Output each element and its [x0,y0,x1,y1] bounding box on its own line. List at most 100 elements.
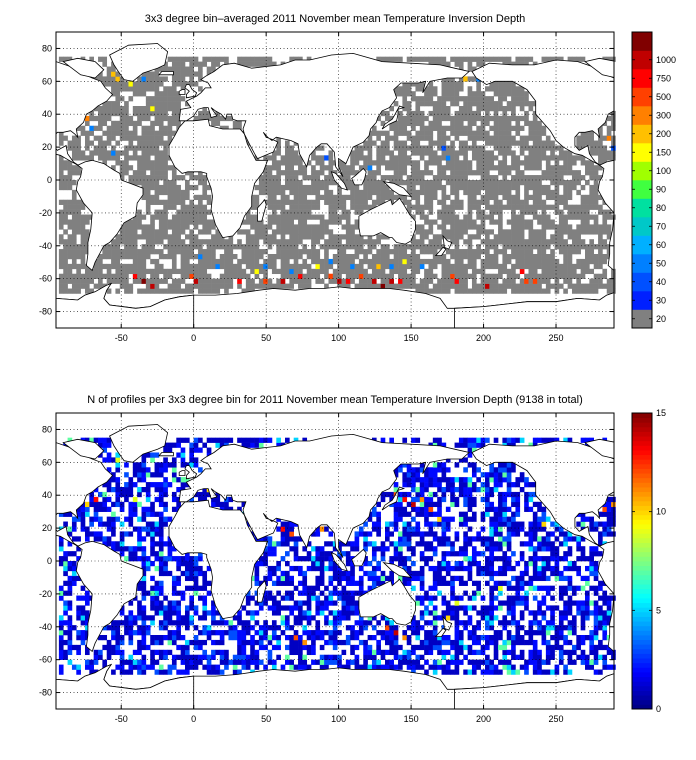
data-bin [193,447,199,453]
data-bin [137,155,142,161]
data-bin [154,194,160,201]
data-bin [219,659,225,665]
data-bin [206,625,212,631]
data-bin [502,91,508,97]
data-bin [432,239,438,245]
data-bin [528,184,534,191]
data-bin [280,219,286,225]
data-bin [450,175,455,181]
data-bin [224,649,229,656]
data-bin [80,229,86,235]
data-bin [76,635,81,641]
data-bin [154,610,160,616]
data-bin [280,268,286,275]
data-bin [571,180,577,186]
data-bin [458,115,464,122]
data-bin [176,229,181,235]
data-bin [428,135,434,141]
data-bin [124,86,129,92]
data-bin [302,600,308,606]
data-bin [71,565,77,572]
data-bin [154,249,160,255]
data-bin [345,239,351,245]
data-bin [276,244,281,250]
data-bin [63,605,68,611]
data-bin [424,125,429,131]
data-bin [385,575,390,582]
data-bin [524,288,529,294]
data-bin [585,258,590,265]
data-bin [476,86,481,92]
data-bin [585,199,590,205]
data-bin [419,175,425,181]
data-bin [319,630,325,636]
data-bin [337,258,342,265]
data-bin [176,244,181,250]
data-bin [219,635,225,641]
data-bin [589,283,595,289]
data-bin [258,249,264,255]
data-bin [80,224,86,230]
data-bin [389,189,394,196]
coastline [597,159,614,271]
data-bin [267,189,273,196]
data-bin [306,605,312,611]
data-bin [550,224,555,230]
data-bin [376,580,381,586]
data-bin [550,268,555,275]
data-bin [154,452,160,458]
data-bin [371,659,377,665]
data-bin [532,160,538,166]
data-bin [380,615,386,621]
data-bin [489,81,495,87]
data-bin [180,590,186,596]
data-bin [267,278,273,284]
data-bin [419,96,425,102]
data-bin [371,585,377,591]
data-bin [311,229,316,235]
data-bin [276,214,281,220]
data-bin [541,189,547,196]
data-bin [402,165,408,171]
data-bin [89,110,94,117]
data-bin [271,283,277,289]
data-bin [280,244,286,250]
data-bin [158,570,164,577]
data-bin [119,610,125,616]
data-bin [163,66,168,72]
data-bin [463,263,468,270]
data-bin [428,258,434,265]
data-bin [511,249,516,255]
data-bin [511,160,516,166]
data-bin [193,664,199,670]
data-bin [354,268,360,275]
data-bin [550,150,555,156]
data-bin [485,283,490,289]
data-bin [211,234,216,240]
data-bin [124,145,129,151]
data-bin [589,145,595,151]
data-bin [424,91,429,97]
data-bin [180,239,186,245]
data-bin [71,263,77,270]
data-bin [254,184,260,191]
data-bin [476,244,481,250]
data-bin [528,278,534,284]
data-bin [102,536,108,542]
data-bin [302,644,308,651]
data-bin [485,170,490,176]
data-bin [245,625,251,631]
data-bin [598,278,603,284]
data-bin [458,150,464,156]
data-bin [467,239,473,245]
data-bin [432,86,438,92]
data-bin [158,254,164,260]
data-bin [385,664,390,670]
data-bin [506,244,512,250]
data-bin [115,140,121,146]
data-bin [171,165,177,171]
data-bin [63,273,68,279]
data-bin [158,546,164,552]
data-bin [519,288,525,294]
data-bin [467,106,473,112]
